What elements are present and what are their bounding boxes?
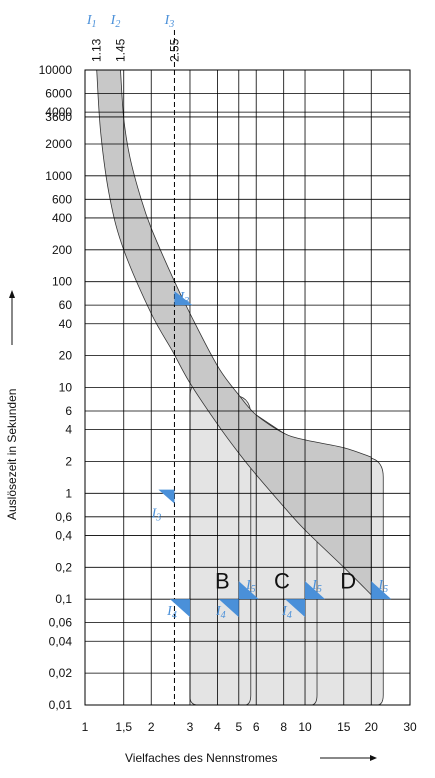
curve-label-c: C [274,569,290,594]
test-current-label: I5 [245,578,256,595]
y-tick-label: 0,4 [55,528,72,542]
top-marker-symbol: I3 [164,13,175,30]
y-tick-label: 0,2 [55,560,72,574]
x-axis-label: Vielfaches des Nennstromes [125,751,278,765]
y-axis-label-arrowhead [9,290,15,298]
test-current-marker [218,599,239,618]
y-tick-label: 0,1 [55,592,72,606]
test-current-marker [174,291,193,306]
x-tick-label: 1 [82,720,89,734]
y-tick-label: 3600 [45,110,72,124]
y-tick-label: 40 [59,317,73,331]
y-tick-label: 2 [65,454,72,468]
test-current-label: I5 [377,578,388,595]
y-tick-label: 4 [65,423,72,437]
y-tick-label: 100 [52,275,72,289]
grid-layer [84,30,411,706]
test-current-marker [238,581,259,600]
x-tick-label: 8 [280,720,287,734]
test-current-marker [285,599,306,618]
y-tick-label: 20 [59,349,73,363]
y-tick-label: 0,04 [49,634,73,648]
test-current-marker [305,581,326,600]
test-current-label: I4 [166,604,177,621]
test-current-marker [371,581,392,600]
top-marker-value: 1.13 [90,38,104,62]
y-tick-label: 1000 [45,169,72,183]
top-marker-value: 2.55 [167,38,181,62]
y-tick-label: 200 [52,243,72,257]
test-current-label: I4 [215,604,226,621]
x-tick-label: 4 [214,720,221,734]
test-current-marker [169,599,190,618]
plot-frame [84,69,411,706]
y-tick-label: 0,02 [49,666,73,680]
x-tick-label: 20 [365,720,379,734]
y-tick-label: 1 [65,486,72,500]
y-tick-label: 10 [59,381,73,395]
test-current-marker [158,489,175,504]
y-tick-label: 6 [65,404,72,418]
x-tick-label: 1,5 [115,720,132,734]
y-tick-label: 6000 [45,86,72,100]
x-tick-label: 6 [253,720,260,734]
x-tick-label: 3 [187,720,194,734]
test-current-label: I3 [179,290,190,307]
top-marker-symbol: I2 [110,13,121,30]
y-tick-label: 0,06 [49,616,73,630]
test-current-label: I3 [151,507,162,524]
y-tick-label: 2000 [45,137,72,151]
y-tick-label: 60 [59,298,73,312]
y-tick-label: 10000 [39,63,73,77]
y-tick-label: 0,6 [55,510,72,524]
y-tick-label: 600 [52,192,72,206]
test-current-label: I4 [281,604,292,621]
x-tick-label: 5 [235,720,242,734]
y-axis-label: Auslösezeit in Sekunden [5,389,19,520]
curve-label-b: B [215,569,230,594]
labels-layer: 1 1,5 2 3 4 5 6 8 10 15 20 301000060004000360020001… [39,13,417,734]
x-tick-label: 2 [148,720,155,734]
x-tick-label: 15 [337,720,351,734]
x-axis-label-arrowhead [370,755,377,761]
top-marker-symbol: I1 [86,13,97,30]
test-current-label: I5 [311,578,322,595]
y-tick-label: 400 [52,211,72,225]
y-tick-label: 4000 [45,105,72,119]
x-tick-label: 10 [298,720,312,734]
y-tick-label: 0,01 [49,698,73,712]
x-tick-label: 30 [403,720,417,734]
curve-label-d: D [340,569,356,594]
top-marker-value: 1.45 [114,38,128,62]
markers-layer: I3 I3 I4 I5 I4 I5 I4 I5 [151,290,392,621]
